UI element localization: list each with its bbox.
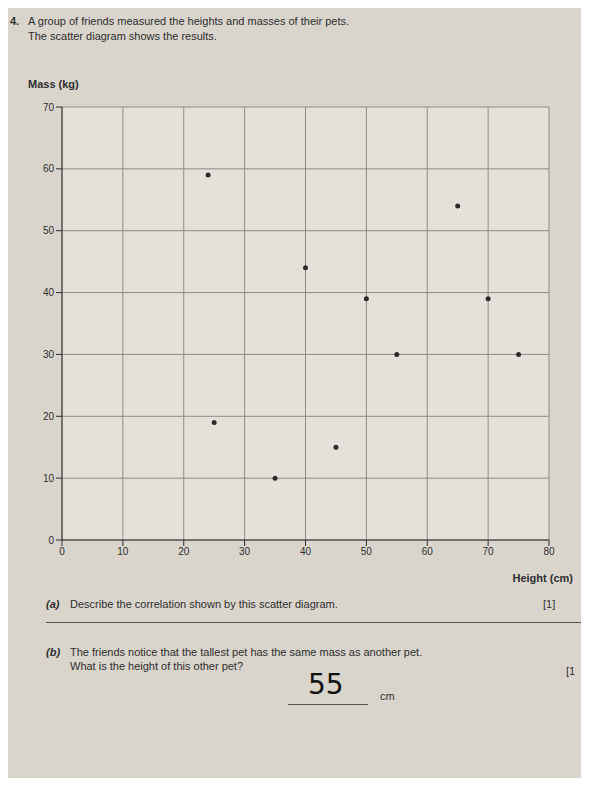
html-text:Height (cm): Height (cm) (512, 572, 573, 584)
svg-text:10: 10 (117, 546, 129, 557)
html-text:4.: 4. (10, 15, 20, 27)
svg-text:0: 0 (59, 546, 65, 557)
html-text:The scatter diagram shows the: The scatter diagram shows the results. (28, 30, 217, 42)
svg-text:70: 70 (43, 102, 55, 113)
svg-text:40: 40 (300, 546, 312, 557)
svg-text:30: 30 (43, 349, 55, 360)
html-text:What is the height of this oth: What is the height of this other pet? (70, 660, 243, 672)
svg-text:0: 0 (48, 535, 54, 546)
svg-text:80: 80 (543, 546, 555, 557)
svg-text:20: 20 (43, 411, 55, 422)
svg-text:70: 70 (483, 546, 495, 557)
svg-text:60: 60 (422, 546, 434, 557)
html-text:Mass (kg): Mass (kg) (28, 78, 79, 90)
html-text:[1: [1 (566, 665, 576, 677)
svg-text:30: 30 (239, 546, 251, 557)
html-text:cm: cm (380, 690, 395, 702)
html-text:(a): (a) (46, 598, 60, 610)
svg-text:40: 40 (43, 287, 55, 298)
html-text:Describe the correlation shown: Describe the correlation shown by this s… (70, 598, 338, 610)
html-text:[1]: [1] (543, 598, 556, 610)
svg-text:20: 20 (178, 546, 190, 557)
svg-text:50: 50 (43, 225, 55, 236)
svg-text:60: 60 (43, 163, 55, 174)
html-text:A group of friends measured th: A group of friends measured the heights … (28, 15, 349, 27)
svg-text:50: 50 (361, 546, 373, 557)
svg-text:10: 10 (43, 473, 55, 484)
html-text:55: 55 (308, 668, 344, 701)
html-text:(b): (b) (46, 646, 60, 658)
html-text:The friends notice that the ta: The friends notice that the tallest pet … (70, 646, 423, 658)
